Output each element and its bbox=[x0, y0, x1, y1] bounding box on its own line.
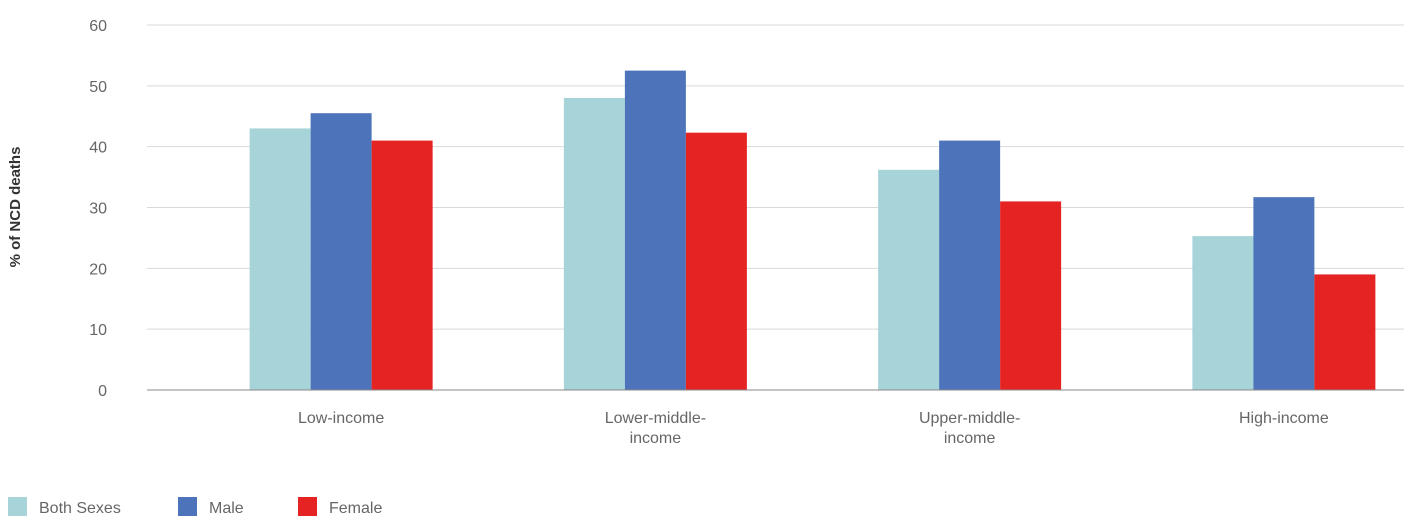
y-axis-ticks: 0 10 20 30 40 50 60 bbox=[89, 18, 107, 400]
bar bbox=[939, 140, 1001, 390]
bar bbox=[624, 70, 686, 390]
bar bbox=[1253, 197, 1315, 390]
y-axis-label: % of NCD deaths bbox=[7, 147, 24, 268]
y-tick-label: 50 bbox=[89, 79, 107, 96]
y-tick-label: 20 bbox=[89, 261, 107, 278]
x-axis-categories: Low-income Lower-middle-income Upper-middl… bbox=[298, 410, 1329, 447]
y-tick-label: 40 bbox=[89, 140, 107, 157]
legend-swatch bbox=[298, 497, 317, 516]
bar bbox=[371, 140, 433, 390]
y-tick-label: 0 bbox=[98, 383, 107, 400]
legend-label: Both Sexes bbox=[39, 500, 121, 516]
legend-label: Male bbox=[209, 500, 244, 516]
bar bbox=[310, 113, 372, 390]
y-tick-label: 10 bbox=[89, 322, 107, 339]
bar bbox=[1314, 274, 1376, 390]
bar bbox=[878, 169, 940, 390]
legend-swatch bbox=[178, 497, 197, 516]
bar bbox=[685, 132, 747, 391]
y-tick-label: 60 bbox=[89, 18, 107, 35]
y-tick-label: 30 bbox=[89, 201, 107, 218]
bar bbox=[249, 128, 311, 390]
bar bbox=[1192, 236, 1254, 390]
bars bbox=[249, 70, 1376, 391]
x-category-label: Lower-middle-income bbox=[605, 410, 706, 447]
legend: Both Sexes Male Female bbox=[8, 497, 382, 516]
x-category-label: Low-income bbox=[298, 410, 384, 427]
bar bbox=[563, 98, 625, 390]
legend-label: Female bbox=[329, 500, 382, 516]
x-category-label: High-income bbox=[1239, 410, 1329, 427]
bar bbox=[1000, 201, 1062, 390]
legend-swatch bbox=[8, 497, 27, 516]
x-category-label: Upper-middle-income bbox=[919, 410, 1020, 447]
